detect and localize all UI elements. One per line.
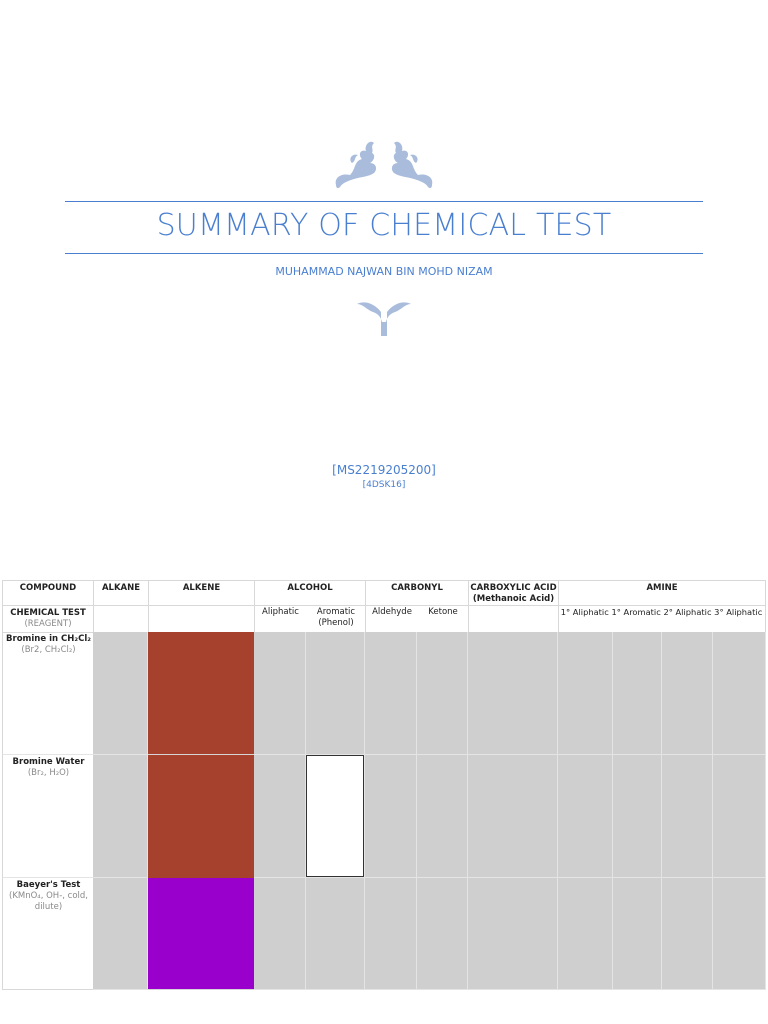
reagent-label: (REAGENT) (24, 619, 72, 629)
header-aliphatic: Aliphatic (254, 605, 307, 633)
header-compound: COMPOUND (2, 580, 94, 606)
result-cell (468, 755, 558, 878)
result-cell (306, 632, 365, 755)
result-cell (306, 878, 365, 990)
test-name: Bromine Water (12, 757, 85, 767)
result-cell (93, 755, 148, 878)
test-reagent: (Br₂, H₂O) (27, 768, 70, 778)
header-carbonyl: CARBONYL (365, 580, 469, 606)
header-aldehyde: Aldehyde (365, 605, 418, 633)
test-name: Baeyer's Test (16, 880, 81, 890)
header-chemical-test: CHEMICAL TEST (REAGENT) (2, 605, 94, 633)
result-cell (713, 755, 766, 878)
header-carboxylic-sub-empty (468, 605, 559, 633)
result-cell (662, 878, 713, 990)
author-name: MUHAMMAD NAJWAN BIN MOHD NIZAM (275, 265, 493, 278)
header-alkene: ALKENE (148, 580, 255, 606)
test-reagent: (KMnO₄, OH-, cold, dilute) (9, 891, 88, 912)
header-aromatic-label: Aromatic (316, 607, 356, 617)
header-alkane: ALKANE (93, 580, 149, 606)
header-alkene-sub-empty (148, 605, 255, 633)
header-alkane-sub-empty (93, 605, 149, 633)
document-title: SUMMARY OF CHEMICAL TEST (156, 208, 612, 243)
result-cell-phenol-white-precipitate (306, 755, 364, 877)
result-cell (417, 632, 468, 755)
row-label-bromine-water: Bromine Water (Br₂, H₂O) (2, 755, 94, 878)
header-amine-2-aliphatic: 2° Aliphatic (663, 607, 712, 617)
result-cell (558, 878, 613, 990)
header-carboxylic-acid-label: CARBOXYLIC ACID (470, 583, 557, 593)
header-carboxylic-acid-sub: (Methanoic Acid) (472, 594, 555, 604)
header-amine: AMINE (558, 580, 766, 606)
result-cell (254, 878, 306, 990)
student-id: [MS2219205200] (332, 463, 436, 477)
result-cell (468, 878, 558, 990)
title-bottom-rule (65, 253, 703, 254)
result-cell (662, 632, 713, 755)
floral-scroll-ornament-icon (335, 141, 433, 189)
fleur-ornament-icon (357, 302, 411, 336)
result-cell (662, 755, 713, 878)
result-cell (713, 878, 766, 990)
result-cell (417, 755, 468, 878)
result-cell (365, 755, 417, 878)
header-aromatic: Aromatic (Phenol) (306, 605, 366, 633)
result-cell (365, 632, 417, 755)
result-cell-alkene-positive (148, 632, 254, 755)
result-cell (713, 632, 766, 755)
result-cell-alkene-positive (148, 755, 254, 878)
result-cell (613, 878, 662, 990)
result-cell (468, 632, 558, 755)
header-amine-subtypes: 1° Aliphatic 1° Aromatic 2° Aliphatic 3°… (558, 605, 766, 633)
result-cell (254, 632, 306, 755)
header-aromatic-sub: (Phenol) (318, 618, 354, 628)
header-carboxylic-acid: CARBOXYLIC ACID (Methanoic Acid) (468, 580, 559, 606)
class-code: [4DSK16] (362, 480, 406, 490)
title-top-rule (65, 201, 703, 202)
result-cell (306, 755, 365, 878)
header-amine-1-aliphatic: 1° Aliphatic (560, 607, 609, 617)
result-cell (254, 755, 306, 878)
result-cell (613, 632, 662, 755)
result-cell (558, 755, 613, 878)
row-label-bromine-ch2cl2: Bromine in CH₂Cl₂ (Br2, CH₂Cl₂) (2, 632, 94, 755)
chemical-test-label: CHEMICAL TEST (10, 608, 86, 618)
result-cell (417, 878, 468, 990)
test-reagent: (Br2, CH₂Cl₂) (21, 645, 76, 655)
result-cell (93, 632, 148, 755)
header-amine-3-aliphatic: 3° Aliphatic (714, 607, 763, 617)
header-ketone: Ketone (417, 605, 469, 633)
result-cell (558, 632, 613, 755)
header-amine-1-aromatic: 1° Aromatic (611, 607, 661, 617)
result-cell-alkene-purple (148, 878, 254, 990)
result-cell (93, 878, 148, 990)
test-name: Bromine in CH₂Cl₂ (6, 634, 91, 644)
row-label-baeyers-test: Baeyer's Test (KMnO₄, OH-, cold, dilute) (2, 878, 94, 990)
header-alcohol: ALCOHOL (254, 580, 366, 606)
result-cell (365, 878, 417, 990)
result-cell (613, 755, 662, 878)
